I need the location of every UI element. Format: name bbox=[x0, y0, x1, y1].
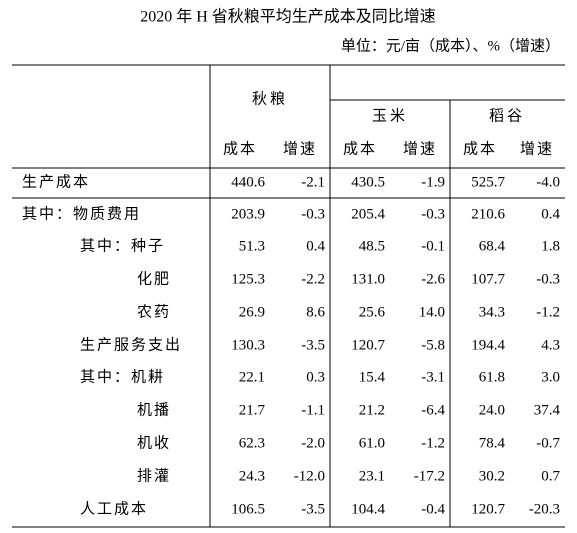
cell-value: 4.3 bbox=[541, 337, 560, 353]
cell-value: 203.9 bbox=[231, 206, 265, 222]
column-header: 增速 bbox=[520, 140, 554, 157]
cell-value: 37.4 bbox=[534, 402, 561, 418]
cell-value: -20.3 bbox=[529, 501, 560, 517]
cell-value: 25.6 bbox=[359, 304, 386, 320]
cell-value: 34.3 bbox=[479, 304, 505, 320]
cell-value: -12.0 bbox=[294, 468, 325, 484]
cell-value: 51.3 bbox=[239, 238, 265, 254]
row-label: 人工成本 bbox=[80, 500, 148, 517]
cell-value: -0.3 bbox=[536, 271, 560, 287]
cell-value: 30.2 bbox=[479, 468, 505, 484]
column-header: 成本 bbox=[223, 140, 257, 157]
cell-value: -1.9 bbox=[421, 174, 445, 190]
cell-value: 107.7 bbox=[471, 271, 505, 287]
cell-value: 22.1 bbox=[239, 369, 265, 385]
cell-value: -2.6 bbox=[421, 271, 445, 287]
cell-value: 3.0 bbox=[541, 369, 560, 385]
cell-value: 194.4 bbox=[471, 337, 505, 353]
cell-value: 24.3 bbox=[239, 468, 265, 484]
cell-value: 14.0 bbox=[419, 304, 445, 320]
cell-value: -17.2 bbox=[414, 468, 445, 484]
column-header: 增速 bbox=[403, 140, 437, 157]
column-header: 成本 bbox=[463, 140, 497, 157]
cell-value: 120.7 bbox=[351, 337, 385, 353]
cell-value: 15.4 bbox=[359, 369, 386, 385]
cell-value: -4.0 bbox=[536, 174, 560, 190]
cell-value: 78.4 bbox=[479, 435, 506, 451]
column-header: 增速 bbox=[283, 140, 317, 157]
cell-value: -6.4 bbox=[421, 402, 445, 418]
cell-value: -2.2 bbox=[301, 271, 325, 287]
cell-value: 0.4 bbox=[306, 238, 325, 254]
cell-value: 125.3 bbox=[231, 271, 265, 287]
cell-value: -0.7 bbox=[536, 435, 560, 451]
cell-value: 440.6 bbox=[231, 174, 265, 190]
cell-value: 68.4 bbox=[479, 238, 506, 254]
cell-value: 430.5 bbox=[351, 174, 385, 190]
cell-value: -1.2 bbox=[536, 304, 560, 320]
cell-value: 104.4 bbox=[351, 501, 385, 517]
cell-value: -1.2 bbox=[421, 435, 445, 451]
column-header: 成本 bbox=[343, 140, 377, 157]
cell-value: -2.1 bbox=[301, 174, 325, 190]
cell-value: 106.5 bbox=[231, 501, 265, 517]
cell-value: -3.5 bbox=[301, 501, 325, 517]
row-label: 其中：种子 bbox=[80, 237, 165, 254]
cell-value: 61.8 bbox=[479, 369, 505, 385]
cell-value: -2.0 bbox=[301, 435, 325, 451]
cell-value: 21.2 bbox=[359, 402, 385, 418]
cell-value: -1.1 bbox=[301, 402, 325, 418]
cell-value: 61.0 bbox=[359, 435, 385, 451]
row-label: 其中：机耕 bbox=[80, 367, 165, 385]
cell-value: 210.6 bbox=[471, 206, 505, 222]
row-label: 生产成本 bbox=[22, 173, 90, 190]
cell-value: -0.4 bbox=[421, 501, 445, 517]
cell-value: 23.1 bbox=[359, 468, 385, 484]
cell-value: 24.0 bbox=[479, 402, 505, 418]
cell-value: 0.4 bbox=[541, 206, 560, 222]
row-label: 排灌 bbox=[137, 467, 171, 484]
cell-value: -0.3 bbox=[301, 206, 325, 222]
cell-value: 0.7 bbox=[541, 468, 560, 484]
row-label: 农药 bbox=[137, 303, 171, 320]
cell-value: 130.3 bbox=[231, 337, 265, 353]
cell-value: 8.6 bbox=[306, 304, 325, 320]
row-label: 其中：物质费用 bbox=[22, 205, 141, 222]
cell-value: 525.7 bbox=[471, 174, 505, 190]
cell-value: 48.5 bbox=[359, 238, 385, 254]
cell-value: -3.1 bbox=[421, 369, 445, 385]
cell-value: 26.9 bbox=[239, 304, 265, 320]
cell-value: 21.7 bbox=[239, 402, 266, 418]
cell-value: -0.3 bbox=[421, 206, 445, 222]
row-label: 化肥 bbox=[137, 270, 171, 287]
row-label: 生产服务支出 bbox=[80, 336, 182, 353]
cell-value: -5.8 bbox=[421, 337, 445, 353]
cell-value: 120.7 bbox=[471, 501, 505, 517]
cell-value: -3.5 bbox=[301, 337, 325, 353]
row-label: 机播 bbox=[137, 401, 171, 418]
group-header: 玉米 bbox=[372, 107, 408, 124]
group-header: 稻谷 bbox=[489, 107, 525, 124]
cell-value: 0.3 bbox=[306, 369, 325, 385]
cell-value: -0.1 bbox=[421, 238, 445, 254]
cell-value: 1.8 bbox=[541, 238, 560, 254]
group-header: 秋粮 bbox=[252, 90, 288, 107]
title: 2020 年 H 省秋粮平均生产成本及同比增速 bbox=[140, 8, 436, 26]
unit-note: 单位：元/亩（成本）、%（增速） bbox=[341, 36, 560, 54]
row-label: 机收 bbox=[137, 434, 171, 451]
cell-value: 131.0 bbox=[351, 271, 385, 287]
cell-value: 62.3 bbox=[239, 435, 265, 451]
rules bbox=[12, 64, 565, 528]
cell-value: 205.4 bbox=[351, 206, 385, 222]
